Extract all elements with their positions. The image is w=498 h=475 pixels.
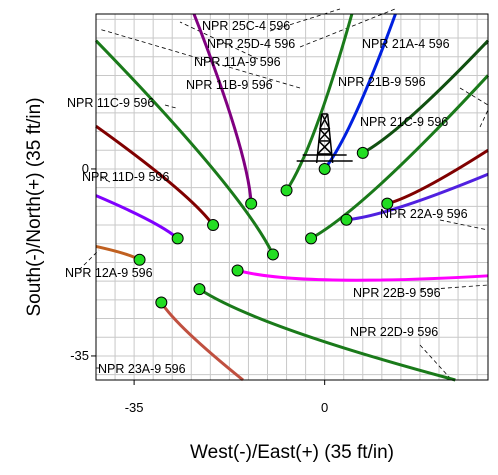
well-marker [280, 184, 293, 197]
rig-strut [318, 140, 333, 155]
well-path [362, 39, 490, 155]
well-marker [381, 197, 394, 210]
well-marker [193, 283, 206, 296]
well-label: NPR 11C-9 596 [67, 96, 154, 110]
well-label: NPR 25C-4 596 [202, 19, 290, 33]
well-marker [266, 248, 279, 261]
rig-strut [319, 128, 332, 142]
leader-line [439, 219, 489, 231]
well-path [346, 172, 489, 222]
well-path [95, 244, 141, 262]
well-label: NPR 11A-9 596 [194, 55, 281, 69]
drilling-rig-icon [296, 113, 353, 164]
well-path [95, 194, 179, 240]
well-path [198, 287, 456, 382]
well-marker [305, 232, 318, 245]
well-label: NPR 22A-9 596 [380, 207, 468, 221]
leader-line [164, 104, 177, 109]
well-path [95, 124, 215, 226]
well-label: NPR 12A-9 596 [65, 266, 153, 280]
well-path [310, 74, 490, 240]
well-paths [94, 13, 490, 382]
leader-line [98, 175, 111, 183]
plot-frame [95, 13, 489, 381]
well-label: NPR 11D-9 596 [82, 170, 169, 184]
leader-line [479, 109, 489, 128]
grid [95, 14, 488, 380]
x-axis-label: West(-)/East(+) (35 ft/in) [190, 442, 394, 463]
well-label: NPR 22B-9 596 [353, 286, 441, 300]
well-label: NPR 21C-9 596 [360, 115, 448, 129]
well-path [237, 269, 489, 282]
well-marker [245, 197, 258, 210]
well-marker [207, 219, 220, 232]
well-path [160, 301, 244, 382]
rig-strut [319, 113, 329, 130]
well-labels: NPR 25C-4 596 NPR 25D-4 596 NPR 11A-9 596 N… [65, 19, 468, 376]
x-tick-label: -35 [125, 400, 144, 415]
leader-line [459, 87, 489, 106]
well-markers [133, 146, 394, 309]
well-label: NPR 21B-9 596 [338, 75, 426, 89]
well-marker [133, 253, 146, 266]
rig-strut [321, 113, 331, 130]
well-label: NPR 22D-9 596 [350, 325, 438, 339]
well-marker [155, 296, 168, 309]
well-marker [356, 146, 369, 159]
leader-line [419, 284, 489, 291]
well-path [323, 13, 397, 170]
well-label: NPR 21A-4 596 [362, 37, 450, 51]
well-label: NPR 25D-4 596 [207, 37, 295, 51]
y-axis-label: South(-)/North(+) (35 ft/in) [24, 97, 45, 316]
leader-line [269, 8, 341, 32]
y-tick-label: 0 [82, 161, 89, 176]
axis-ticks: -35 0 0 -35 [70, 161, 328, 415]
leader-line [179, 21, 259, 60]
well-label: NPR 11B-9 596 [186, 78, 273, 92]
well-path [94, 39, 275, 256]
well-path [386, 148, 489, 206]
well-path [192, 13, 253, 204]
x-tick-label: 0 [321, 400, 328, 415]
leader-line [419, 344, 451, 379]
well-path [285, 13, 354, 192]
well-marker [171, 232, 184, 245]
y-tick-label: -35 [70, 348, 89, 363]
well-marker [231, 264, 244, 277]
well-marker [318, 162, 331, 175]
well-label: NPR 23A-9 596 [98, 362, 186, 376]
well-marker [340, 213, 353, 226]
